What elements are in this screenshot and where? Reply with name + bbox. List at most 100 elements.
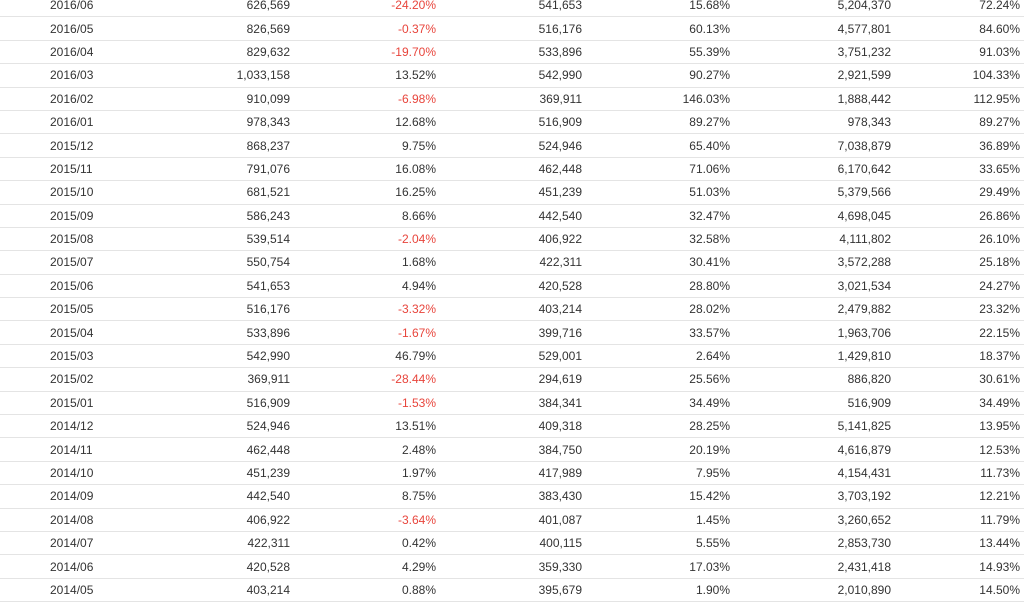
change-cell: 8.75%	[291, 484, 437, 509]
cumulative-rate-cell: 26.86%	[892, 204, 1024, 228]
month-cell: 2015/02	[0, 367, 95, 392]
compare-rate-cell: 2.64%	[583, 344, 731, 369]
compare-rate-cell: 15.68%	[583, 0, 731, 18]
compare-rate-cell: 5.55%	[583, 531, 731, 556]
change-cell: 12.68%	[291, 110, 437, 135]
cumulative-cell: 5,141,825	[731, 414, 892, 439]
change-cell: 0.42%	[291, 531, 437, 556]
compare-value-cell: 524,946	[437, 133, 583, 158]
month-cell: 2014/06	[0, 554, 95, 579]
compare-value-cell: 542,990	[437, 63, 583, 88]
cumulative-rate-cell: 24.27%	[892, 274, 1024, 299]
month-cell: 2016/06	[0, 0, 95, 18]
compare-value-cell: 406,922	[437, 227, 583, 252]
month-cell: 2015/05	[0, 297, 95, 322]
compare-rate-cell: 146.03%	[583, 87, 731, 111]
change-cell: -0.37%	[291, 16, 437, 41]
compare-value-cell: 383,430	[437, 484, 583, 509]
cumulative-cell: 6,170,642	[731, 157, 892, 182]
cumulative-rate-cell: 13.95%	[892, 414, 1024, 439]
cumulative-rate-cell: 26.10%	[892, 227, 1024, 252]
table-row: 2015/03 542,990 46.79% 529,001 2.64% 1,429,81…	[0, 344, 1024, 369]
table-row: 2016/01 978,343 12.68% 516,909 89.27% 978,343…	[0, 110, 1024, 135]
cumulative-cell: 2,010,890	[731, 578, 892, 602]
compare-rate-cell: 51.03%	[583, 180, 731, 205]
value-cell: 829,632	[95, 40, 291, 65]
month-cell: 2014/12	[0, 414, 95, 439]
value-cell: 369,911	[95, 367, 291, 392]
change-cell: 2.48%	[291, 437, 437, 462]
cumulative-cell: 4,154,431	[731, 461, 892, 486]
table-row: 2014/05 403,214 0.88% 395,679 1.90% 2,010,890…	[0, 578, 1024, 602]
compare-value-cell: 384,750	[437, 437, 583, 462]
change-cell: -1.67%	[291, 320, 437, 345]
change-cell: -28.44%	[291, 367, 437, 392]
cumulative-cell: 978,343	[731, 110, 892, 135]
cumulative-rate-cell: 91.03%	[892, 40, 1024, 65]
value-cell: 516,909	[95, 391, 291, 416]
cumulative-cell: 3,572,288	[731, 250, 892, 275]
cumulative-rate-cell: 30.61%	[892, 367, 1024, 392]
value-cell: 442,540	[95, 484, 291, 509]
compare-value-cell: 369,911	[437, 87, 583, 111]
change-cell: 8.66%	[291, 204, 437, 228]
compare-value-cell: 400,115	[437, 531, 583, 556]
value-cell: 542,990	[95, 344, 291, 369]
month-cell: 2016/01	[0, 110, 95, 135]
compare-rate-cell: 32.47%	[583, 204, 731, 228]
cumulative-rate-cell: 36.89%	[892, 133, 1024, 158]
table-row: 2016/04 829,632 -19.70% 533,896 55.39% 3,751,…	[0, 40, 1024, 65]
change-cell: 1.97%	[291, 461, 437, 486]
change-cell: -19.70%	[291, 40, 437, 65]
compare-rate-cell: 89.27%	[583, 110, 731, 135]
cumulative-cell: 886,820	[731, 367, 892, 392]
value-cell: 791,076	[95, 157, 291, 182]
compare-rate-cell: 20.19%	[583, 437, 731, 462]
value-cell: 462,448	[95, 437, 291, 462]
cumulative-cell: 3,021,534	[731, 274, 892, 299]
table-row: 2014/12 524,946 13.51% 409,318 28.25% 5,141,8…	[0, 414, 1024, 439]
month-cell: 2015/11	[0, 157, 95, 182]
compare-rate-cell: 34.49%	[583, 391, 731, 416]
month-cell: 2014/07	[0, 531, 95, 556]
change-cell: -1.53%	[291, 391, 437, 416]
compare-rate-cell: 71.06%	[583, 157, 731, 182]
table-row: 2014/09 442,540 8.75% 383,430 15.42% 3,703,19…	[0, 484, 1024, 509]
compare-value-cell: 442,540	[437, 204, 583, 228]
month-cell: 2014/09	[0, 484, 95, 509]
change-cell: -3.32%	[291, 297, 437, 322]
cumulative-cell: 1,888,442	[731, 87, 892, 111]
cumulative-cell: 4,577,801	[731, 16, 892, 41]
value-cell: 826,569	[95, 16, 291, 41]
compare-value-cell: 409,318	[437, 414, 583, 439]
cumulative-cell: 1,963,706	[731, 320, 892, 345]
compare-rate-cell: 30.41%	[583, 250, 731, 275]
cumulative-rate-cell: 33.65%	[892, 157, 1024, 182]
value-cell: 524,946	[95, 414, 291, 439]
cumulative-rate-cell: 14.93%	[892, 554, 1024, 579]
table-row: 2016/03 1,033,158 13.52% 542,990 90.27% 2,921…	[0, 63, 1024, 88]
table-row: 2015/04 533,896 -1.67% 399,716 33.57% 1,963,7…	[0, 320, 1024, 345]
cumulative-cell: 7,038,879	[731, 133, 892, 158]
cumulative-rate-cell: 23.32%	[892, 297, 1024, 322]
table-row: 2016/02 910,099 -6.98% 369,911 146.03% 1,888,…	[0, 87, 1024, 111]
cumulative-cell: 5,204,370	[731, 0, 892, 18]
compare-value-cell: 420,528	[437, 274, 583, 299]
compare-value-cell: 533,896	[437, 40, 583, 65]
cumulative-rate-cell: 72.24%	[892, 0, 1024, 18]
compare-rate-cell: 15.42%	[583, 484, 731, 509]
cumulative-cell: 4,111,802	[731, 227, 892, 252]
change-cell: 9.75%	[291, 133, 437, 158]
cumulative-rate-cell: 22.15%	[892, 320, 1024, 345]
cumulative-rate-cell: 11.79%	[892, 508, 1024, 532]
table-row: 2016/06 626,569 -24.20% 541,653 15.68% 5,204,…	[0, 0, 1024, 18]
compare-value-cell: 529,001	[437, 344, 583, 369]
compare-value-cell: 451,239	[437, 180, 583, 205]
value-cell: 626,569	[95, 0, 291, 18]
month-cell: 2016/04	[0, 40, 95, 65]
month-cell: 2015/08	[0, 227, 95, 252]
value-cell: 539,514	[95, 227, 291, 252]
change-cell: -24.20%	[291, 0, 437, 18]
value-cell: 681,521	[95, 180, 291, 205]
